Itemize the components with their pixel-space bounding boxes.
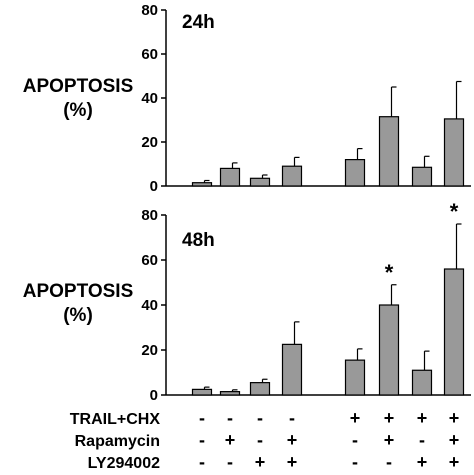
y-axis-title-48h: APOPTOSIS bbox=[22, 281, 134, 302]
bar bbox=[378, 304, 400, 396]
plus-mark: + bbox=[384, 408, 395, 428]
plus-mark: + bbox=[384, 430, 395, 450]
bar bbox=[191, 182, 213, 187]
y-axis-title-24h: APOPTOSIS bbox=[22, 76, 134, 97]
panel-48h: 0 20 40 60 80 48h * * bbox=[141, 199, 471, 404]
minus-mark: - bbox=[352, 452, 358, 472]
bar bbox=[344, 359, 366, 396]
condition-table: TRAIL+CHX - - - - + + + +Rapamycin - + - + - + - +LY2940… bbox=[70, 408, 459, 472]
panel-title: 24h bbox=[182, 12, 215, 33]
bar bbox=[219, 167, 241, 187]
bar bbox=[219, 391, 241, 396]
bar bbox=[191, 388, 213, 396]
plus-mark: + bbox=[449, 408, 460, 428]
y-axis-unit-48h: (%) bbox=[63, 305, 93, 326]
bar bbox=[281, 343, 303, 396]
minus-mark: - bbox=[289, 408, 295, 428]
plus-mark: + bbox=[255, 452, 266, 472]
plus-mark: + bbox=[449, 430, 460, 450]
y-axis-label-48h: APOPTOSIS (%) bbox=[0, 280, 156, 328]
minus-mark: - bbox=[227, 452, 233, 472]
y-tick-label: 0 bbox=[150, 178, 158, 195]
condition-label: LY294002 bbox=[88, 455, 160, 472]
y-tick-label: 80 bbox=[141, 207, 158, 224]
minus-mark: - bbox=[352, 430, 358, 450]
panel-24h: 0 20 40 60 80 24h bbox=[141, 2, 471, 195]
plus-mark: + bbox=[449, 452, 460, 472]
minus-mark: - bbox=[199, 430, 205, 450]
minus-mark: - bbox=[386, 452, 392, 472]
bar bbox=[281, 165, 303, 187]
condition-label: Rapamycin bbox=[75, 433, 160, 450]
y-tick-label: 0 bbox=[150, 387, 158, 404]
y-tick-label: 80 bbox=[141, 2, 158, 19]
y-tick-label: 40 bbox=[141, 297, 158, 314]
y-tick-label: 60 bbox=[141, 46, 158, 63]
bar bbox=[249, 177, 271, 187]
y-tick-label: 40 bbox=[141, 90, 158, 107]
minus-mark: - bbox=[257, 430, 263, 450]
plus-mark: + bbox=[417, 408, 428, 428]
y-tick-label: 20 bbox=[141, 342, 158, 359]
minus-mark: - bbox=[199, 452, 205, 472]
plus-mark: + bbox=[287, 430, 298, 450]
y-tick-label: 20 bbox=[141, 134, 158, 151]
significance-star: * bbox=[385, 260, 394, 285]
bar bbox=[344, 159, 366, 187]
plus-mark: + bbox=[225, 430, 236, 450]
bar bbox=[378, 116, 400, 187]
panel-title: 48h bbox=[182, 230, 215, 251]
minus-mark: - bbox=[419, 430, 425, 450]
plus-mark: + bbox=[287, 452, 298, 472]
plus-mark: + bbox=[417, 452, 428, 472]
minus-mark: - bbox=[257, 408, 263, 428]
bar bbox=[443, 118, 465, 187]
minus-mark: - bbox=[199, 408, 205, 428]
y-axis-label-24h: APOPTOSIS (%) bbox=[0, 75, 156, 123]
bar bbox=[411, 166, 433, 187]
bar bbox=[249, 382, 271, 396]
condition-label: TRAIL+CHX bbox=[70, 411, 161, 428]
plus-mark: + bbox=[350, 408, 361, 428]
bar bbox=[443, 268, 465, 396]
minus-mark: - bbox=[227, 408, 233, 428]
y-axis-unit-24h: (%) bbox=[63, 100, 93, 121]
y-tick-label: 60 bbox=[141, 252, 158, 269]
significance-star: * bbox=[450, 199, 459, 224]
bar bbox=[411, 369, 433, 396]
